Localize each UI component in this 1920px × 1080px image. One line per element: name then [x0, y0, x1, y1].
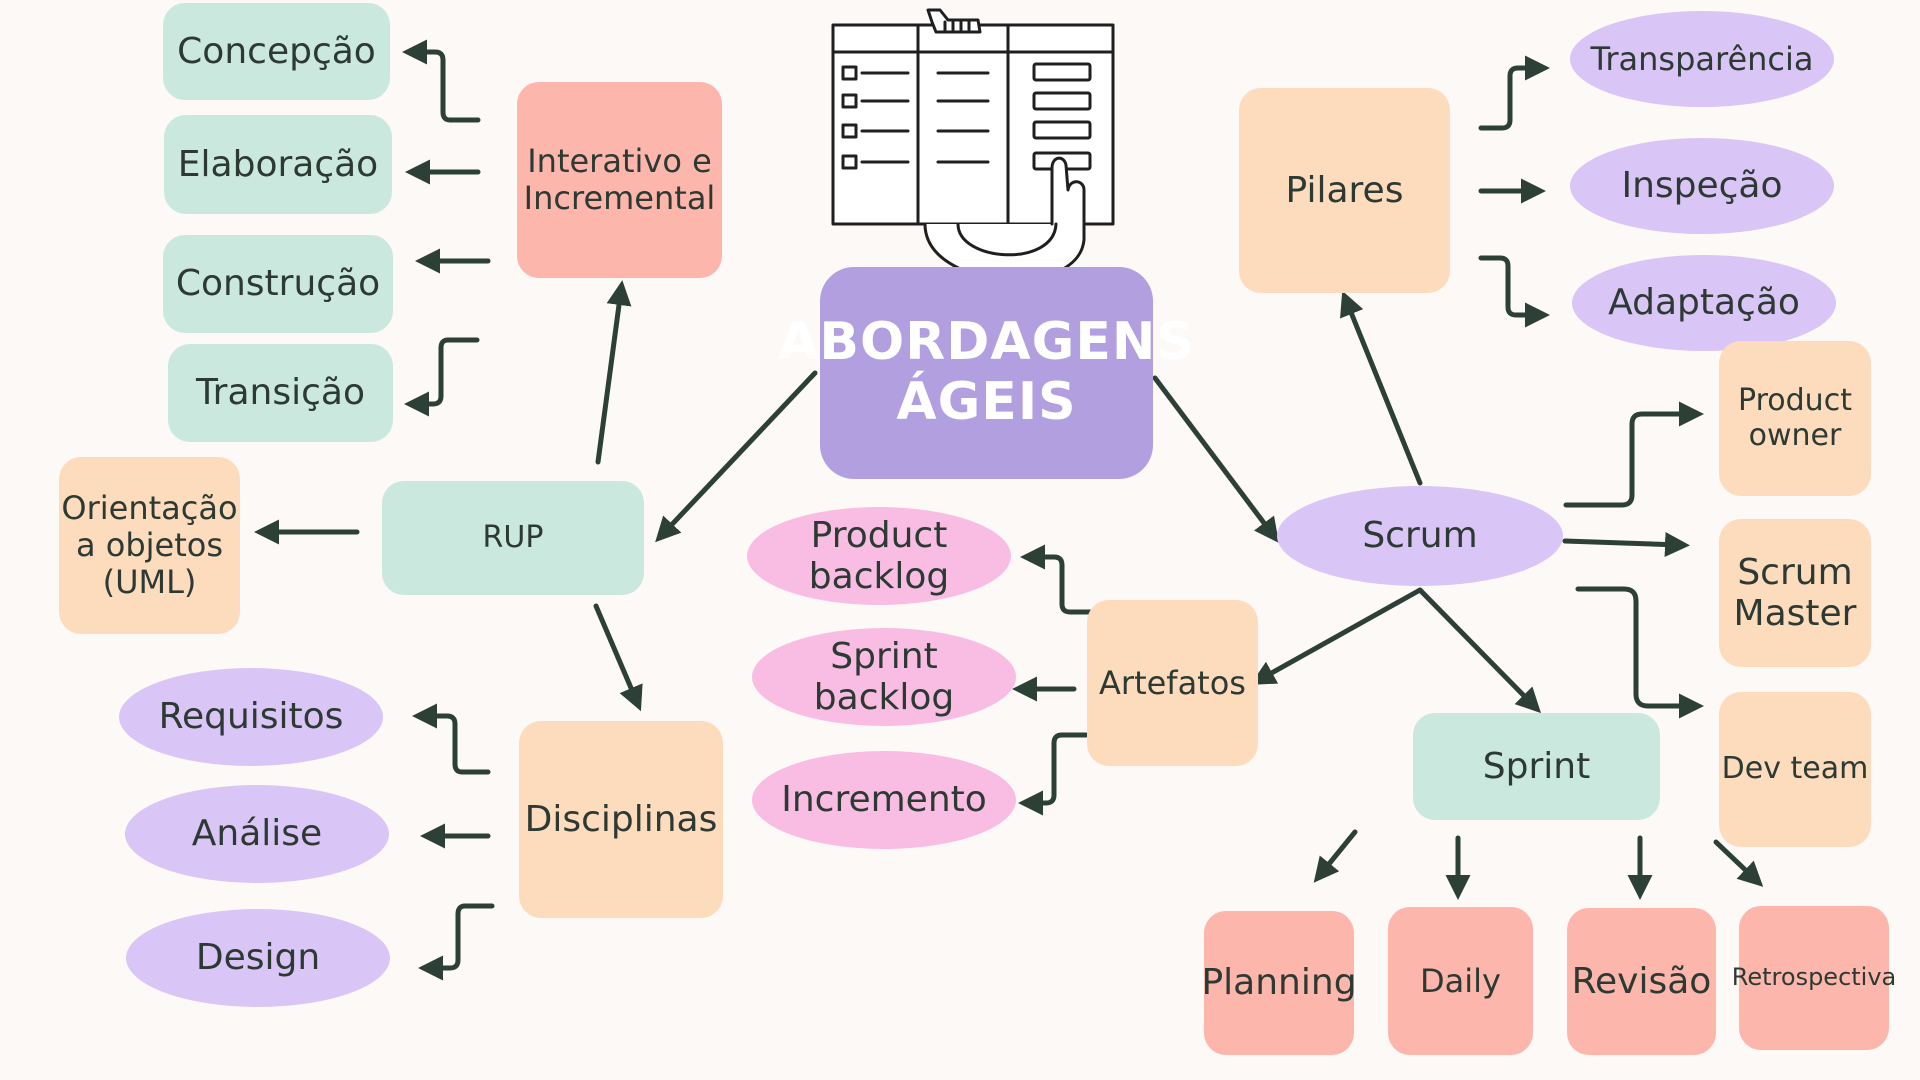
arrow-to-scrum-master [1562, 531, 1690, 557]
node-revisao: Revisão [1567, 908, 1716, 1055]
node-sprint: Sprint [1413, 713, 1660, 820]
node-scrum-label: Scrum [1362, 515, 1478, 557]
kanban-board-hand-icon [831, 8, 1115, 282]
node-artefatos: Artefatos [1087, 600, 1258, 766]
arrow-to-adaptacao [1478, 255, 1550, 328]
node-transicao-label: Transição [195, 372, 365, 414]
node-daily: Daily [1388, 907, 1533, 1055]
node-interativo-incremental: Interativo e Incremental [517, 82, 722, 278]
node-sprint-label: Sprint [1482, 745, 1591, 787]
node-daily-label: Daily [1420, 961, 1501, 1000]
arrow-rup-to-interativo [595, 280, 632, 465]
arrow-rup-to-disciplinas [593, 603, 643, 712]
node-orientacao-objetos: Orientação a objetos (UML) [59, 457, 240, 634]
node-adaptacao: Adaptação [1572, 255, 1836, 351]
central-topic: ABORDAGENS ÁGEIS [778, 267, 1194, 479]
arrow-to-retrospectiva [1713, 839, 1764, 887]
node-artefatos-label: Artefatos [1099, 663, 1246, 702]
node-inspecao-label: Inspeção [1621, 165, 1783, 207]
node-orientacao-objetos-label: Orientação a objetos (UML) [61, 489, 238, 601]
node-rup-label: RUP [482, 519, 544, 555]
node-transparencia: Transparência [1570, 11, 1834, 107]
node-planning: Planning [1201, 911, 1357, 1055]
central-topic-label: ABORDAGENS ÁGEIS [778, 312, 1195, 432]
node-transicao: Transição [168, 344, 393, 442]
node-pilares-label: Pilares [1285, 169, 1404, 211]
arrow-to-concepcao [402, 39, 481, 123]
arrow-center-to-rup [655, 370, 818, 543]
node-analise: Análise [125, 785, 389, 883]
node-sprint-backlog: Sprint backlog [752, 628, 1016, 726]
node-adaptacao-label: Adaptação [1608, 282, 1800, 324]
node-incremento: Incremento [752, 751, 1016, 849]
node-concepcao-label: Concepção [177, 30, 376, 72]
arrow-scrum-to-artefatos [1250, 587, 1423, 685]
node-revisao-label: Revisão [1571, 960, 1712, 1002]
node-analise-label: Análise [191, 813, 323, 855]
node-product-backlog-label: Product backlog [808, 514, 950, 597]
node-disciplinas-label: Disciplinas [524, 798, 718, 840]
node-pilares: Pilares [1239, 88, 1450, 293]
arrow-scrum-to-pilares [1340, 290, 1423, 486]
node-transparencia-label: Transparência [1590, 39, 1814, 78]
node-retrospectiva-label: Retrospectiva [1731, 963, 1897, 992]
arrow-to-planning [1313, 829, 1358, 883]
node-construcao-label: Construção [175, 263, 381, 305]
arrow-to-requisitos [412, 703, 491, 775]
node-design: Design [126, 909, 390, 1007]
arrow-to-transicao [404, 337, 480, 417]
node-requisitos-label: Requisitos [158, 696, 344, 738]
node-requisitos: Requisitos [119, 668, 383, 766]
arrow-to-transparencia [1478, 55, 1550, 131]
node-inspecao: Inspeção [1570, 138, 1834, 234]
node-elaboracao: Elaboração [164, 115, 392, 214]
arrow-center-to-scrum [1152, 375, 1280, 543]
node-rup: RUP [382, 481, 644, 595]
node-dev-team: Dev team [1719, 692, 1871, 847]
arrow-to-design [418, 903, 495, 981]
arrow-to-incremento [1018, 732, 1089, 816]
node-product-owner: Product owner [1719, 341, 1871, 496]
arrow-scrum-to-sprint [1417, 587, 1542, 714]
node-retrospectiva: Retrospectiva [1732, 906, 1896, 1050]
node-dev-team-label: Dev team [1721, 751, 1869, 787]
node-product-backlog: Product backlog [747, 507, 1011, 605]
node-sprint-backlog-label: Sprint backlog [813, 635, 955, 718]
node-product-owner-label: Product owner [1738, 383, 1852, 453]
node-construcao: Construção [163, 235, 393, 333]
node-disciplinas: Disciplinas [519, 721, 723, 918]
node-interativo-incremental-label: Interativo e Incremental [523, 142, 716, 217]
node-incremento-label: Incremento [781, 779, 987, 821]
node-scrum-master-label: Scrum Master [1733, 551, 1857, 634]
arrow-to-product-backlog [1020, 544, 1096, 615]
node-scrum: Scrum [1277, 486, 1563, 586]
arrow-to-dev-team [1575, 586, 1704, 719]
node-design-label: Design [195, 937, 321, 979]
node-scrum-master: Scrum Master [1719, 519, 1871, 667]
node-concepcao: Concepção [163, 3, 390, 100]
node-elaboracao-label: Elaboração [177, 143, 379, 185]
node-planning-label: Planning [1201, 962, 1357, 1004]
arrow-to-product-owner [1563, 401, 1704, 508]
